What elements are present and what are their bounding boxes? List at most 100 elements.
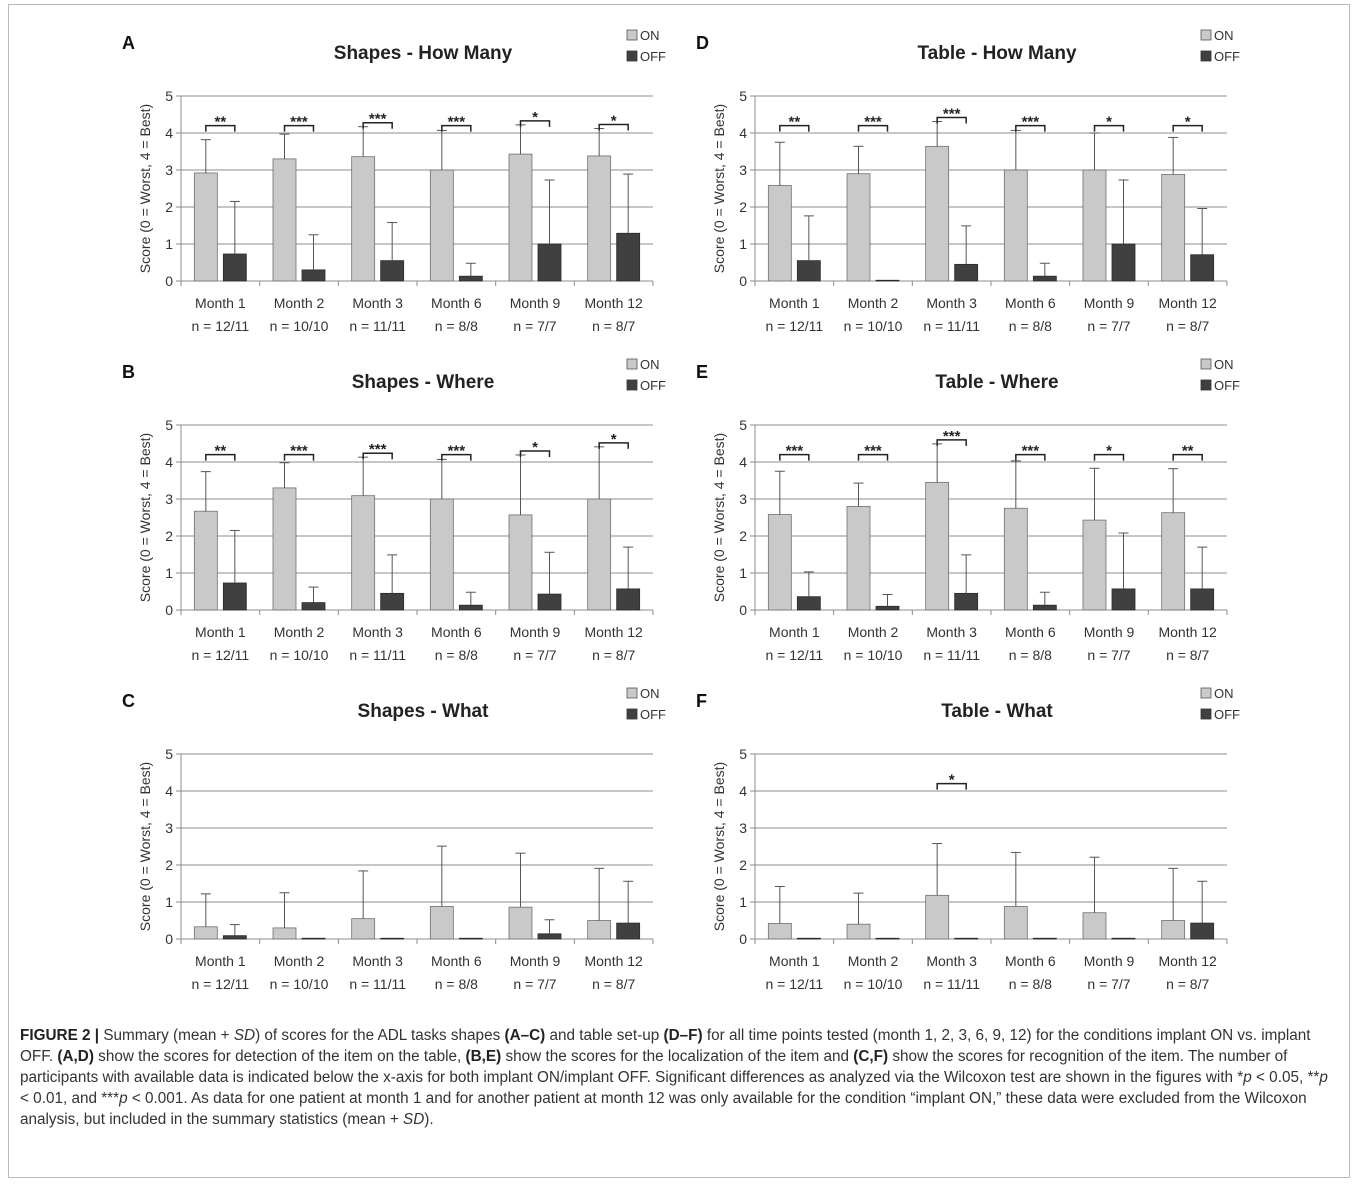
panel-d-bar-on <box>1003 169 1028 282</box>
panel-d-significance-bracket <box>936 116 967 124</box>
panel-b-x-tick-label: Month 12 <box>584 624 643 640</box>
panel-d-significance-label: *** <box>1022 114 1040 131</box>
panel-f-x-tick-label: Month 9 <box>1084 953 1135 969</box>
panel-c-x-sublabel: n = 12/11 <box>191 976 249 992</box>
panel-c-y-tick-label: 3 <box>165 820 173 836</box>
panel-b-letter: B <box>122 362 135 382</box>
panel-a-x-sublabel: n = 8/7 <box>592 318 635 334</box>
panel-f-x-sublabel: n = 8/7 <box>1166 976 1209 992</box>
panel-b-significance-bracket <box>283 453 315 461</box>
panel-e-x-tick-label: Month 12 <box>1158 624 1217 640</box>
panel-b-y-tick-label: 5 <box>165 417 173 433</box>
panel-f-y-tick-label: 1 <box>739 894 747 910</box>
panel-d-y-tick-label: 5 <box>739 88 747 104</box>
panel-e-significance-bracket <box>1093 453 1125 461</box>
panel-b-legend-label-off: OFF <box>640 378 666 393</box>
panel-e-bar-off <box>954 592 979 611</box>
panel-d-significance-label: ** <box>788 114 800 131</box>
panel-e-x-tick-label: Month 6 <box>1005 624 1056 640</box>
panel-e-x-tick-label: Month 2 <box>848 624 899 640</box>
panel-e-bar-on <box>925 481 950 611</box>
panel-d-legend-label-on: ON <box>1214 28 1234 43</box>
panel-b-bar-off <box>222 582 247 611</box>
panel-b-y-tick-label: 2 <box>165 528 173 544</box>
panel-e-significance-bracket <box>936 439 967 446</box>
panel-a-y-tick-label: 2 <box>165 199 173 215</box>
panel-d-bar-off <box>954 263 979 282</box>
panel-d-bar-on <box>767 185 792 282</box>
caption-text: (B,E) <box>465 1048 502 1065</box>
panel-d-significance-bracket <box>1093 124 1125 132</box>
panel-d-legend-swatch-off <box>1200 50 1212 62</box>
panel-d-significance-bracket <box>1172 124 1203 132</box>
panel-f-bar-on <box>846 923 871 940</box>
panel-d-bar-off <box>1190 254 1215 282</box>
panel-f-y-tick-label: 4 <box>739 783 747 799</box>
panel-a-y-axis-label: Score (0 = Worst, 4 = Best) <box>137 104 153 273</box>
panel-f-x-tick-label: Month 6 <box>1005 953 1056 969</box>
panel-a-x-sublabel: n = 12/11 <box>191 318 249 334</box>
panel-d-y-tick-label: 4 <box>739 125 747 141</box>
panel-e-bar-on <box>1003 507 1028 611</box>
panel-b-bar-on <box>429 498 454 611</box>
panel-f-bar-on <box>925 894 950 940</box>
panel-b-bar-off <box>616 588 641 611</box>
panel-b-significance-label: ** <box>214 443 226 460</box>
panel-a-x-tick-label: Month 2 <box>274 295 325 311</box>
panel-b-legend-swatch-off <box>626 379 638 391</box>
panel-c-x-tick-label: Month 9 <box>510 953 561 969</box>
panel-b-bar-on <box>193 510 218 611</box>
panel-e-letter: E <box>696 362 708 382</box>
panel-c-y-axis-label: Score (0 = Worst, 4 = Best) <box>137 762 153 931</box>
panel-e-bar-off <box>796 596 821 611</box>
caption-text: show the scores for recognition of the i… <box>20 1048 1288 1086</box>
caption-text: p <box>119 1090 128 1107</box>
panel-d-x-sublabel: n = 8/7 <box>1166 318 1209 334</box>
panel-a-significance-label: * <box>611 113 617 130</box>
panel-a-significance-label: * <box>532 109 538 126</box>
panel-e-significance-bracket <box>857 453 889 461</box>
panel-b-bar-on <box>508 514 533 611</box>
panel-d-y-tick-label: 3 <box>739 162 747 178</box>
panel-f-y-axis-label: Score (0 = Worst, 4 = Best) <box>711 762 727 931</box>
panel-c-bar-off <box>616 922 641 940</box>
caption-label: FIGURE 2 | <box>20 1027 100 1044</box>
panel-b-bar-off <box>301 602 326 611</box>
panel-a-significance-label: ** <box>214 114 226 131</box>
panel-c-x-sublabel: n = 8/7 <box>592 976 635 992</box>
panel-b-x-tick-label: Month 2 <box>274 624 325 640</box>
panel-a-legend-swatch-on <box>626 29 638 41</box>
panel-f-x-sublabel: n = 8/8 <box>1009 976 1052 992</box>
panel-c-bar-off <box>222 935 247 940</box>
panel-d-legend-swatch-on <box>1200 29 1212 41</box>
panel-a-x-tick-label: Month 9 <box>510 295 561 311</box>
panel-d-significance-bracket <box>779 124 810 132</box>
panel-e-significance-bracket <box>1015 453 1046 461</box>
panel-f-significance-bracket <box>936 782 967 790</box>
panel-a-y-tick-label: 0 <box>165 273 173 289</box>
panel-a-x-sublabel: n = 7/7 <box>513 318 556 334</box>
panel-d-y-tick-label: 1 <box>739 236 747 252</box>
panel-c-x-tick-label: Month 12 <box>584 953 643 969</box>
panel-f-x-tick-label: Month 2 <box>848 953 899 969</box>
panel-e-bar-off <box>1190 588 1215 611</box>
panel-e-bar-on <box>1161 512 1186 611</box>
caption-text: (A,D) <box>57 1048 94 1065</box>
panel-b-x-tick-label: Month 1 <box>195 624 246 640</box>
panel-b-significance-label: * <box>532 439 538 456</box>
panel-f-bar-off <box>1032 937 1057 940</box>
panel-d-x-tick-label: Month 12 <box>1158 295 1217 311</box>
panel-c-bar-on <box>429 906 454 940</box>
panel-a-bar-off <box>616 232 641 282</box>
panel-b-significance-bracket <box>205 453 236 461</box>
panel-d-x-tick-label: Month 2 <box>848 295 899 311</box>
panel-b-x-sublabel: n = 11/11 <box>349 647 406 663</box>
panel-d-x-tick-label: Month 9 <box>1084 295 1135 311</box>
panel-a-significance-bracket <box>441 124 472 132</box>
panel-f-y-tick-label: 0 <box>739 931 747 947</box>
panel-a-legend-label-off: OFF <box>640 49 666 64</box>
caption-text: p <box>1243 1069 1252 1086</box>
panel-b-title: Shapes - Where <box>352 372 495 393</box>
figure-caption: FIGURE 2 | Summary (mean + SD) of scores… <box>20 1025 1340 1130</box>
panel-e-x-sublabel: n = 7/7 <box>1087 647 1130 663</box>
